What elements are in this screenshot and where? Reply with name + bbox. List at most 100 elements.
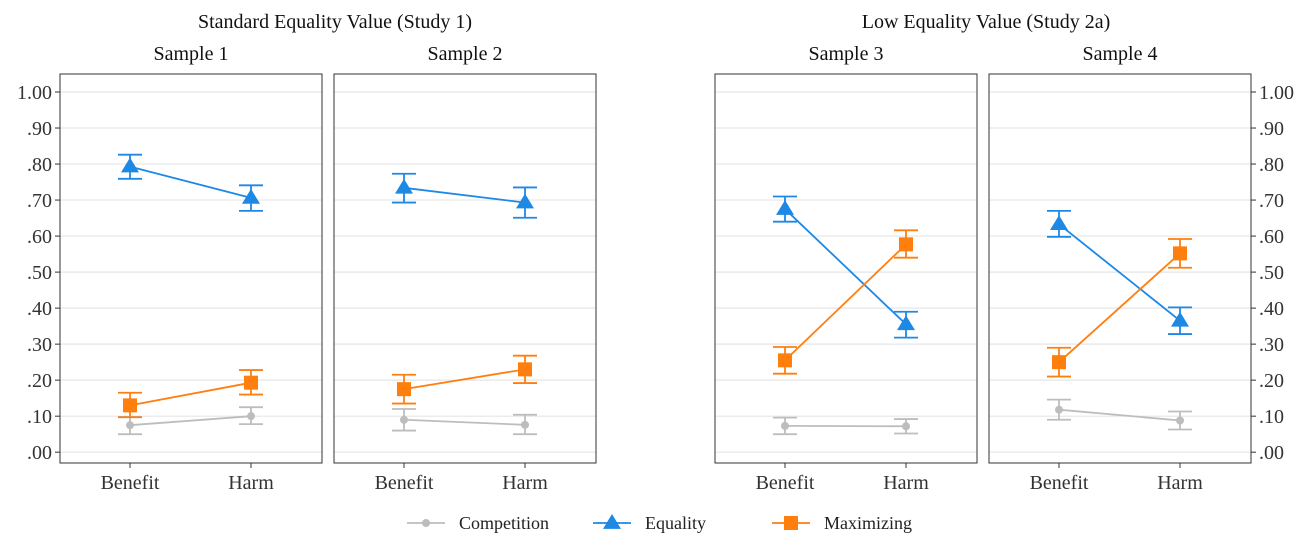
series-line-equality — [403, 186, 526, 204]
legend-item-maximizing: Maximizing — [772, 513, 912, 533]
gridlines — [60, 91, 322, 453]
panel-title: Sample 3 — [809, 43, 884, 65]
point-competition-benefit — [1055, 405, 1063, 414]
y-tick-left--50-label: .50 — [27, 262, 52, 284]
y-tick-left--30-label: .30 — [27, 334, 52, 356]
point-competition-benefit — [126, 421, 134, 430]
point-competition-harm — [902, 422, 910, 431]
y-tick-left--20-label: .20 — [27, 370, 52, 392]
group-title-study-2a: Low Equality Value (Study 2a) — [862, 11, 1110, 33]
y-axis-right: .00 .10 .20 .30 .40 .50 .60 .70 .80 .90 1.00 — [1251, 82, 1294, 464]
gridlines — [989, 91, 1251, 453]
series-line-competition — [1058, 408, 1181, 422]
series-maximizing — [392, 354, 537, 405]
legend-key-marker — [603, 514, 621, 529]
panel-title: Sample 4 — [1083, 43, 1158, 65]
point-competition-harm — [1176, 416, 1184, 425]
y-tick-right--10-label: .10 — [1259, 406, 1284, 428]
point-competition-benefit — [400, 415, 408, 424]
panel-frame — [333, 73, 597, 464]
series-line-equality — [784, 208, 907, 325]
series-line-equality — [129, 165, 252, 199]
point-maximizing-benefit — [397, 382, 411, 397]
panel-sample-3: Sample 3 Benefit Harm — [714, 43, 978, 494]
point-maximizing-harm — [518, 362, 532, 377]
point-maximizing-benefit — [123, 398, 137, 413]
legend-key-marker — [422, 519, 430, 527]
point-equality-benefit — [776, 200, 794, 215]
point-equality-harm — [242, 188, 260, 204]
point-maximizing-harm — [244, 375, 258, 390]
point-equality-harm — [1171, 311, 1189, 327]
legend-label: Equality — [645, 513, 706, 533]
legend-item-competition: Competition — [407, 513, 549, 533]
series-maximizing — [773, 229, 918, 375]
series-line-maximizing — [1058, 252, 1181, 363]
gridlines — [715, 91, 977, 453]
series-equality — [1047, 209, 1192, 335]
x-tick-label-harm: Harm — [1157, 472, 1203, 494]
series-equality — [118, 153, 263, 212]
point-competition-harm — [247, 412, 255, 421]
y-tick-left--70-label: .70 — [27, 190, 52, 212]
x-tick-label-benefit: Benefit — [101, 472, 160, 494]
point-equality-benefit — [1050, 215, 1068, 231]
y-tick-right--00-label: .00 — [1259, 442, 1284, 464]
series-competition — [773, 416, 918, 436]
x-tick-label-harm: Harm — [228, 472, 274, 494]
series-line-competition — [403, 418, 526, 426]
group-titles: Standard Equality Value (Study 1) Low Eq… — [198, 11, 1110, 33]
point-maximizing-harm — [899, 237, 913, 252]
y-tick-left--80-label: .80 — [27, 154, 52, 176]
x-tick-label-benefit: Benefit — [1030, 472, 1089, 494]
legend-key-marker — [784, 516, 798, 530]
y-tick-left--60-label: .60 — [27, 226, 52, 248]
point-competition-harm — [521, 420, 529, 429]
y-tick-right--70-label: .70 — [1259, 190, 1284, 212]
series-equality — [392, 172, 537, 219]
series-line-equality — [1058, 223, 1181, 322]
panel-title: Sample 2 — [428, 43, 503, 65]
panel-frame — [988, 73, 1252, 464]
series-maximizing — [118, 369, 263, 419]
x-tick-label-harm: Harm — [883, 472, 929, 494]
panel-frame — [714, 73, 978, 464]
legend-label: Competition — [459, 513, 549, 533]
y-tick-right--90-label: .90 — [1259, 118, 1284, 140]
y-axis-left: .00 .10 .20 .30 .40 .50 .60 .70 .80 .90 1.00 — [17, 82, 60, 464]
y-tick-left--90-label: .90 — [27, 118, 52, 140]
panel-sample-4: Sample 4 Benefit Harm — [988, 43, 1252, 494]
y-tick-right-1-00-label: 1.00 — [1259, 82, 1294, 104]
point-equality-benefit — [121, 157, 139, 173]
series-line-maximizing — [784, 243, 907, 361]
y-tick-right--50-label: .50 — [1259, 262, 1284, 284]
series-line-maximizing — [129, 381, 252, 407]
series-maximizing — [1047, 238, 1192, 378]
point-competition-benefit — [781, 421, 789, 430]
series-competition — [392, 408, 537, 436]
x-tick-label-benefit: Benefit — [756, 472, 815, 494]
legend: Competition Equality Maximizing — [407, 513, 912, 533]
series-competition — [118, 406, 263, 436]
point-maximizing-harm — [1173, 246, 1187, 261]
x-tick-label-benefit: Benefit — [375, 472, 434, 494]
panel-sample-1: Sample 1 Benefit Harm — [59, 43, 323, 494]
panel-title: Sample 1 — [154, 43, 229, 65]
y-tick-left--10-label: .10 — [27, 406, 52, 428]
series-line-competition — [129, 415, 252, 427]
point-equality-benefit — [395, 178, 413, 194]
panel-frame — [59, 73, 323, 464]
series-competition — [1047, 398, 1192, 431]
x-tick-label-harm: Harm — [502, 472, 548, 494]
y-tick-left--40-label: .40 — [27, 298, 52, 320]
point-equality-harm — [897, 315, 915, 331]
point-maximizing-benefit — [1052, 355, 1066, 370]
y-tick-left-1-00-label: 1.00 — [17, 82, 52, 104]
point-equality-harm — [516, 193, 534, 209]
y-tick-right--30-label: .30 — [1259, 334, 1284, 356]
panel-sample-2: Sample 2 Benefit Harm — [333, 43, 597, 494]
legend-label: Maximizing — [824, 513, 912, 533]
series-line-maximizing — [403, 368, 526, 391]
